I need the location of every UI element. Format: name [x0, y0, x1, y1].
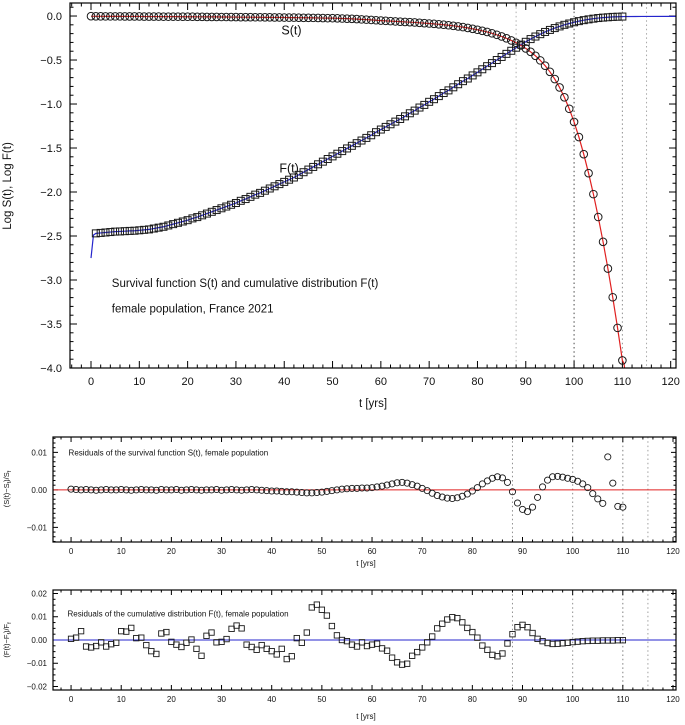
x-tick-label: 100 — [566, 695, 580, 704]
x-tick-label: 60 — [375, 376, 387, 388]
y-tick-label: −2.5 — [40, 231, 62, 243]
y-tick-label: −4.0 — [40, 363, 62, 375]
plot-frame-s-residuals — [52, 436, 677, 543]
y-tick-label: −0.01 — [27, 659, 48, 668]
x-tick-label: 10 — [117, 695, 126, 704]
residual-points — [67, 453, 627, 516]
x-tick-label: 80 — [468, 695, 477, 704]
y-tick-label: −2.0 — [40, 187, 62, 199]
x-tick-label: 10 — [133, 376, 145, 388]
x-tick-label: 0 — [88, 376, 94, 388]
panel-f-residuals: 0 10 20 30 40 50 60 70 80 90 100 110 120 0.02 0.01 0.00… — [2, 589, 680, 721]
annotation-f-residuals-0: Residuals of the cumulative distribution… — [68, 609, 289, 618]
y-tick-label: 0.0 — [47, 11, 62, 23]
plot-frame-log-survival-and-cdf — [69, 2, 677, 369]
y-tick-label: −0.02 — [27, 682, 48, 691]
y-tick-label: −0.01 — [27, 523, 48, 532]
x-tick-label: 50 — [317, 695, 326, 704]
residual-points — [67, 601, 626, 668]
x-tick-label: 110 — [616, 695, 629, 704]
x-tick-label: 20 — [167, 547, 176, 556]
s-data-points — [86, 11, 627, 365]
y-tick-label: 0.00 — [31, 636, 47, 645]
y-tick-label: −1.5 — [40, 143, 62, 155]
annotation-s-residuals-0: Residuals of the survival function S(t),… — [69, 448, 269, 457]
x-tick-label: 60 — [368, 695, 377, 704]
x-tick-label: 20 — [182, 376, 194, 388]
x-tick-label: 0 — [69, 695, 74, 704]
x-axis-title: t [yrs] — [356, 712, 376, 721]
y-tick-label: −0.5 — [40, 55, 62, 67]
x-tick-label: 70 — [418, 695, 427, 704]
x-tick-label: 90 — [518, 695, 527, 704]
x-tick-label: 50 — [317, 547, 326, 556]
x-tick-label: 30 — [230, 376, 242, 388]
x-tick-label: 50 — [326, 376, 338, 388]
x-tick-label: 40 — [278, 376, 290, 388]
panel-log-survival-and-cdf: 0 10 20 30 40 50 60 70 80 90 100 110 120 0.0 −0.5 −1.0 −… — [2, 2, 680, 410]
annotation-log-survival-and-cdf-2: Survival function S(t) and cumulative di… — [112, 278, 379, 290]
x-tick-label: 80 — [468, 547, 477, 556]
x-tick-label: 30 — [217, 695, 226, 704]
f-fit-line — [90, 15, 676, 259]
annotation-log-survival-and-cdf-0: S(t) — [281, 24, 301, 38]
y-tick-label: −3.0 — [40, 275, 62, 287]
x-tick-label: 70 — [418, 547, 427, 556]
x-tick-label: 80 — [471, 376, 483, 388]
x-tick-label: 0 — [69, 547, 74, 556]
x-tick-label: 120 — [666, 695, 680, 704]
plot-frame-f-residuals — [52, 589, 677, 691]
x-tick-label: 70 — [423, 376, 435, 388]
x-tick-label: 30 — [217, 547, 226, 556]
y-tick-label: 0.02 — [31, 589, 47, 598]
series-log-survival-and-cdf — [86, 11, 676, 368]
f-data-points — [91, 12, 627, 238]
y-tick-label: 0.01 — [31, 613, 47, 622]
s-fit-line — [90, 15, 626, 368]
x-tick-label: 120 — [662, 376, 680, 388]
x-tick-label: 40 — [267, 695, 276, 704]
x-tick-label: 90 — [518, 547, 527, 556]
y-axis-title: (F(t)−Ff​)/Ff​ — [2, 622, 13, 658]
y-tick-label: 0.01 — [31, 448, 47, 457]
annotation-log-survival-and-cdf-3: female population, France 2021 — [112, 304, 274, 316]
x-axis-title: t [yrs] — [356, 559, 376, 568]
x-tick-label: 60 — [368, 547, 377, 556]
x-tick-label: 110 — [616, 547, 629, 556]
y-axis-title: Log S(t), Log F(t) — [2, 142, 14, 230]
y-axis-title: (S(t)−Sf​)/Sf​ — [2, 470, 13, 507]
x-tick-label: 20 — [167, 695, 176, 704]
x-tick-label: 40 — [267, 547, 276, 556]
x-tick-label: 120 — [666, 547, 680, 556]
x-tick-label: 10 — [117, 547, 126, 556]
x-axis-title: t [yrs] — [359, 398, 387, 410]
annotation-log-survival-and-cdf-1: F(t) — [279, 162, 298, 176]
y-tick-label: 0.00 — [31, 486, 47, 495]
x-tick-label: 100 — [566, 547, 580, 556]
x-tick-label: 110 — [614, 376, 632, 388]
y-tick-label: −3.5 — [40, 319, 62, 331]
x-tick-label: 90 — [520, 376, 532, 388]
panel-s-residuals: 0 10 20 30 40 50 60 70 80 90 100 110 120 0.01 0.00 −0.0… — [2, 436, 680, 568]
x-tick-label: 100 — [565, 376, 583, 388]
series-s-residuals — [53, 453, 676, 516]
y-tick-label: −1.0 — [40, 99, 62, 111]
series-f-residuals — [53, 601, 676, 668]
